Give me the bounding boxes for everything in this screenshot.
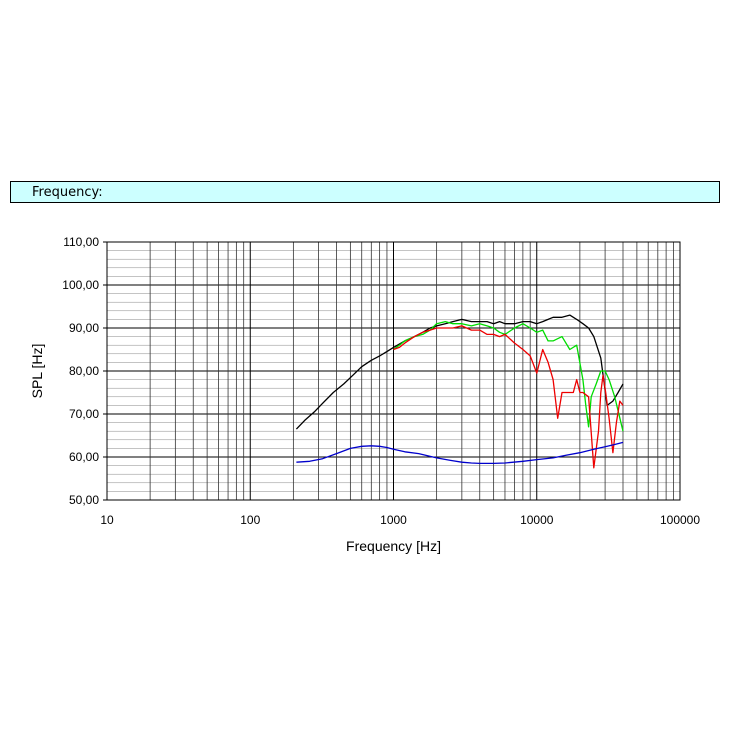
y-tick-label: 90,00 — [69, 321, 99, 335]
x-axis-title: Frequency [Hz] — [346, 538, 441, 554]
x-tick-labels: 10 100 1000 10000 100000 — [100, 513, 700, 527]
y-tick-label: 50,00 — [69, 493, 99, 507]
y-tick-label: 70,00 — [69, 407, 99, 421]
series-line-2 — [393, 320, 624, 432]
chart-series — [295, 314, 624, 469]
x-tick-label: 100 — [240, 513, 260, 527]
y-tick-labels: 50,00 60,00 70,00 80,00 90,00 100,00 110,00 — [62, 235, 107, 507]
x-tick-label: 1000 — [380, 513, 407, 527]
y-tick-label: 100,00 — [62, 278, 99, 292]
y-tick-label: 60,00 — [69, 450, 99, 464]
frequency-header-bar: Frequency: — [10, 181, 720, 203]
y-tick-label: 80,00 — [69, 364, 99, 378]
y-axis-title: SPL [Hz] — [29, 344, 45, 399]
x-tick-label: 10 — [100, 513, 114, 527]
y-tick-label: 110,00 — [63, 235, 99, 249]
frequency-header-label: Frequency: — [32, 185, 103, 200]
series-line-4 — [296, 441, 624, 465]
x-tick-label: 10000 — [520, 513, 554, 527]
x-tick-label: 100000 — [660, 513, 700, 527]
series-line-1 — [295, 314, 624, 430]
series-line-3 — [393, 325, 624, 469]
